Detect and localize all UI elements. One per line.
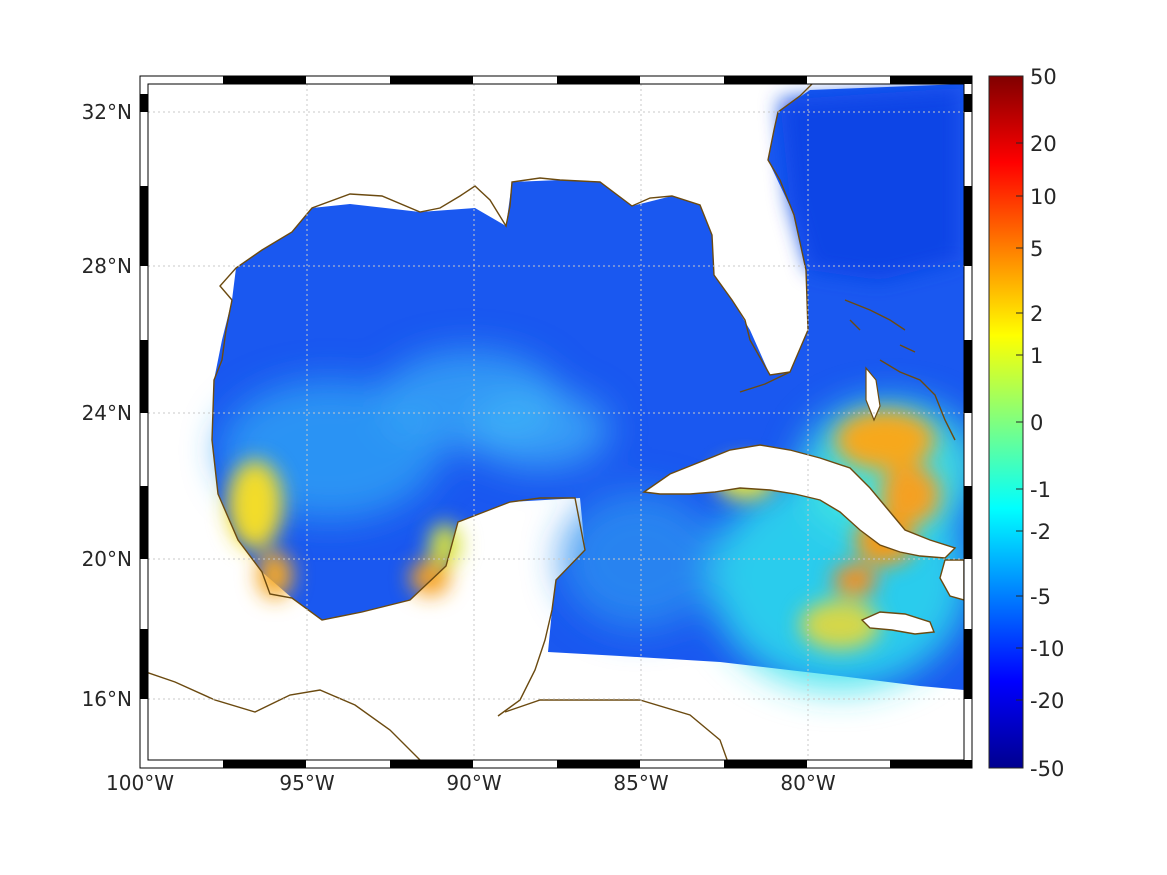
colorbar-labels: 50 20 10 5 2 1 0 -1 -2 -5 -10 -20 -50 [1030, 65, 1064, 781]
cb-label-neg10: -10 [1030, 637, 1064, 661]
lat-label-24: 24°N [82, 401, 132, 425]
lat-label-16: 16°N [82, 687, 132, 711]
lat-label-28: 28°N [82, 254, 132, 278]
veracruz-orange [257, 551, 293, 599]
atlantic-dark-blue [780, 88, 960, 280]
cb-label-0: 0 [1030, 411, 1043, 435]
hispaniola-edge [939, 559, 964, 601]
loop-current-light [470, 390, 610, 470]
gulf-coast-line [219, 84, 813, 376]
cb-label-neg50: -50 [1030, 757, 1064, 781]
central-america-line [148, 672, 728, 760]
ocean-field [212, 84, 964, 690]
lon-axis-labels: 100°W 95°W 90°W 85°W 80°W [106, 771, 836, 795]
jamaica-land [860, 611, 935, 635]
cuba-land [642, 444, 957, 559]
bahamas-orange [835, 410, 935, 470]
cb-label-5: 5 [1030, 237, 1043, 261]
cuba-east-orange [880, 465, 940, 525]
lon-label-95: 95°W [279, 771, 334, 795]
lat-label-32: 32°N [82, 100, 132, 124]
colorbar: 50 20 10 5 2 1 0 -1 -2 -5 -10 -20 -50 [988, 65, 1064, 781]
lat-label-20: 20°N [82, 547, 132, 571]
cb-label-neg5: -5 [1030, 585, 1051, 609]
bahamas-chain [844, 299, 956, 441]
mexico-coast-line [211, 299, 586, 717]
cb-label-neg2: -2 [1030, 520, 1051, 544]
andros-island [865, 366, 881, 422]
map-panel: 32°N 28°N 24°N 20°N 16°N 100°W 95°W 90°W… [82, 75, 973, 795]
cb-label-1: 1 [1030, 344, 1043, 368]
lon-label-90: 90°W [446, 771, 501, 795]
jamaica-north-orange [833, 564, 877, 596]
yucatan-channel-light [560, 490, 720, 630]
lat-axis-labels: 32°N 28°N 24°N 20°N 16°N [82, 100, 132, 711]
cb-label-2: 2 [1030, 302, 1043, 326]
campeche-yellow [429, 523, 461, 567]
tamaulipas-yellow [227, 460, 283, 550]
map-frame [139, 75, 973, 769]
cb-label-50: 50 [1030, 65, 1057, 89]
coastlines [148, 84, 813, 760]
cb-label-20: 20 [1030, 132, 1057, 156]
lon-label-80: 80°W [780, 771, 835, 795]
cb-label-neg20: -20 [1030, 689, 1064, 713]
cb-label-10: 10 [1030, 185, 1057, 209]
lon-label-100: 100°W [106, 771, 174, 795]
colorbar-ticks [1016, 75, 1023, 769]
campeche-orange [410, 560, 450, 596]
caribbean-yellow [800, 600, 880, 650]
florida-keys [739, 371, 791, 393]
lon-label-85: 85°W [613, 771, 668, 795]
grid [148, 84, 964, 760]
cb-label-neg1: -1 [1030, 478, 1051, 502]
